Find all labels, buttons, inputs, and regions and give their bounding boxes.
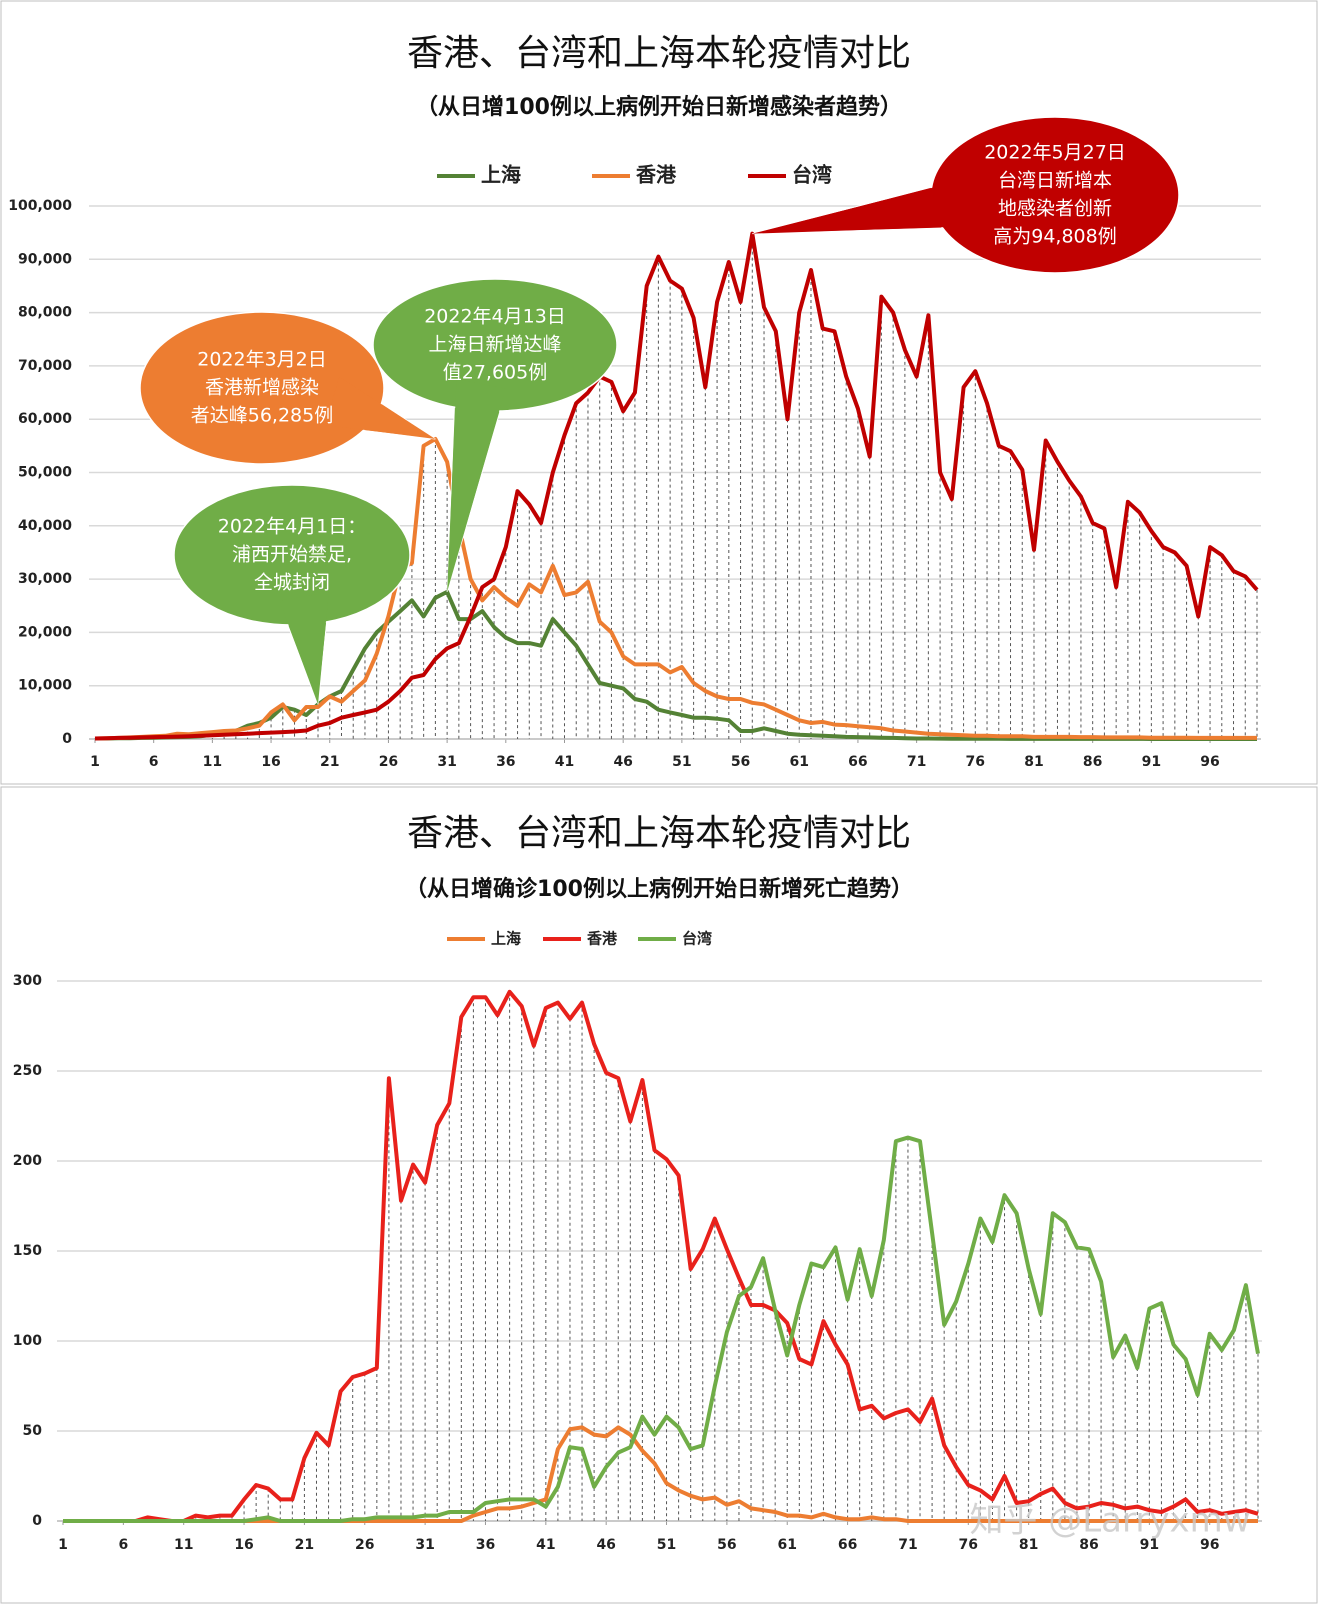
callout-text: 2022年5月27日 (984, 142, 1126, 164)
chart-title: 香港、台湾和上海本轮疫情对比 (407, 813, 911, 854)
y-tick-label: 50 (23, 1423, 43, 1439)
legend-label: 台湾 (792, 163, 832, 187)
callout-pointer-fill (325, 376, 436, 440)
x-tick-label: 81 (1024, 754, 1043, 770)
x-tick-label: 36 (496, 754, 515, 770)
x-tick-label: 41 (536, 1537, 555, 1553)
x-tick-label: 76 (959, 1537, 978, 1553)
x-tick-label: 11 (203, 754, 222, 770)
callout-text: 浦西开始禁足, (232, 544, 352, 566)
callout-text: 2022年3月2日 (197, 349, 327, 371)
y-tick-label: 70,000 (18, 358, 72, 374)
x-tick-label: 51 (672, 754, 691, 770)
y-tick-label: 150 (13, 1243, 42, 1259)
x-tick-label: 61 (778, 1537, 797, 1553)
legend-label: 上海 (491, 930, 521, 948)
callout-text: 者达峰56,285例 (191, 405, 333, 427)
x-tick-label: 46 (596, 1537, 615, 1553)
callout-pointer-fill (447, 379, 506, 592)
y-tick-label: 100,000 (8, 198, 72, 214)
legend-label: 上海 (481, 163, 521, 187)
x-tick-label: 71 (898, 1537, 917, 1553)
chart-title: 香港、台湾和上海本轮疫情对比 (407, 33, 911, 74)
x-tick-label: 51 (657, 1537, 676, 1553)
x-tick-label: 11 (174, 1537, 193, 1553)
y-tick-label: 100 (13, 1333, 42, 1349)
x-tick-label: 46 (613, 754, 632, 770)
callout-text: 上海日新增达峰 (428, 334, 561, 356)
x-tick-label: 71 (907, 754, 926, 770)
y-tick-label: 0 (32, 1513, 42, 1529)
x-tick-label: 1 (58, 1537, 68, 1553)
x-tick-label: 26 (355, 1537, 374, 1553)
x-tick-label: 31 (415, 1537, 434, 1553)
callout-text: 高为94,808例 (993, 226, 1116, 248)
x-tick-label: 26 (379, 754, 398, 770)
series-line (63, 1425, 1258, 1523)
x-tick-label: 56 (717, 1537, 736, 1553)
x-tick-label: 91 (1140, 1537, 1159, 1553)
y-tick-label: 80,000 (18, 305, 72, 321)
callout-text: 香港新增感染 (205, 377, 319, 399)
callout-text: 2022年4月1日： (218, 516, 367, 538)
x-tick-label: 91 (1142, 754, 1161, 770)
x-tick-label: 96 (1200, 754, 1219, 770)
x-tick-label: 6 (149, 754, 159, 770)
x-tick-label: 81 (1019, 1537, 1038, 1553)
x-tick-label: 56 (731, 754, 750, 770)
x-tick-label: 86 (1083, 754, 1102, 770)
chart-subtitle: （从日增100例以上病例开始日新增感染者趋势） (416, 94, 902, 120)
callout-text: 2022年4月13日 (424, 306, 566, 328)
x-tick-label: 66 (838, 1537, 857, 1553)
x-tick-label: 1 (90, 754, 100, 770)
x-tick-label: 21 (295, 1537, 314, 1553)
x-tick-label: 76 (966, 754, 985, 770)
x-tick-label: 16 (234, 1537, 253, 1553)
y-tick-label: 200 (13, 1153, 42, 1169)
callout-pointer-fill (279, 592, 329, 705)
y-tick-label: 10,000 (18, 678, 72, 694)
y-tick-label: 300 (13, 973, 42, 989)
y-tick-label: 20,000 (18, 624, 72, 640)
y-tick-label: 30,000 (18, 571, 72, 587)
legend-label: 香港 (587, 930, 618, 948)
x-tick-label: 96 (1200, 1537, 1219, 1553)
x-tick-label: 21 (320, 754, 339, 770)
series-line (94, 437, 1257, 741)
callout-text: 地感染者创新 (998, 198, 1112, 220)
y-tick-label: 250 (13, 1063, 42, 1079)
y-tick-label: 60,000 (18, 411, 72, 427)
x-tick-label: 41 (555, 754, 574, 770)
x-tick-label: 36 (476, 1537, 495, 1553)
y-tick-label: 50,000 (18, 465, 72, 481)
callout-text: 值27,605例 (443, 362, 547, 384)
callout-bubble (139, 311, 385, 465)
x-tick-label: 6 (118, 1537, 128, 1553)
series-line (63, 1135, 1260, 1523)
callout-text: 全城封闭 (254, 572, 330, 594)
callout-text: 台湾日新增本 (998, 170, 1112, 192)
panel (0, 786, 1318, 1604)
callout-pointer-fill (752, 176, 985, 234)
series-line (63, 989, 1259, 1523)
x-tick-label: 86 (1079, 1537, 1098, 1553)
x-tick-label: 66 (848, 754, 867, 770)
y-tick-label: 40,000 (18, 518, 72, 534)
legend-label: 台湾 (682, 930, 712, 948)
x-tick-label: 31 (437, 754, 456, 770)
x-tick-label: 61 (790, 754, 809, 770)
y-tick-label: 0 (62, 731, 72, 747)
legend-label: 香港 (636, 163, 677, 187)
watermark: 知乎 @Larryxmw (969, 1501, 1250, 1541)
chart-subtitle: （从日增确诊100例以上病例开始日新增死亡趋势） (405, 876, 913, 902)
x-tick-label: 16 (261, 754, 280, 770)
y-tick-label: 90,000 (18, 251, 72, 267)
series-line (94, 231, 1259, 741)
